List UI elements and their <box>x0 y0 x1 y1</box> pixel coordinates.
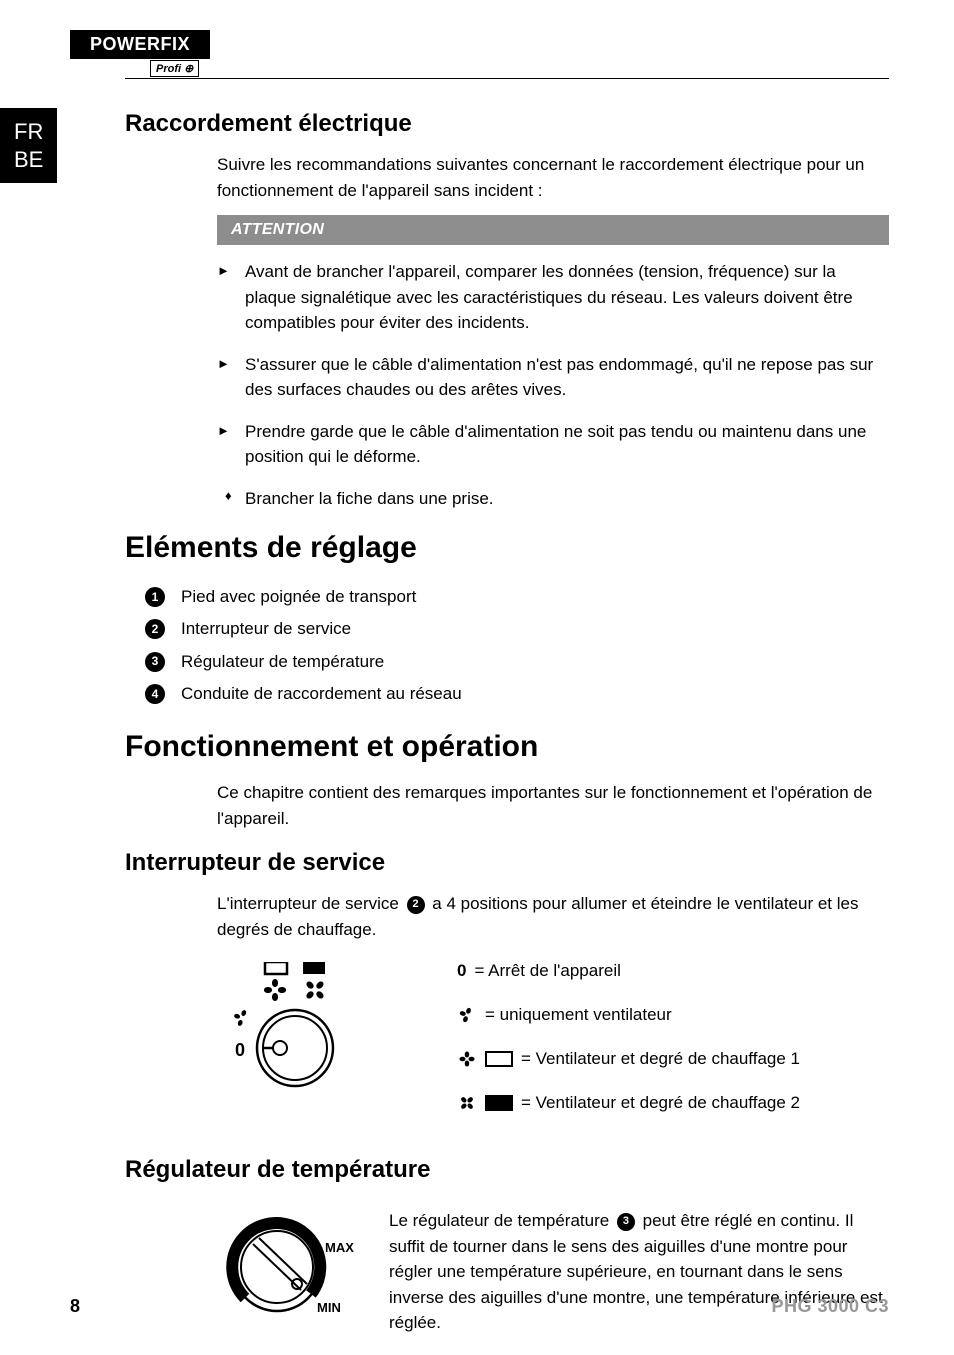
switch-dial: 0 <box>217 962 357 1097</box>
page-footer: 8 PHG 3000 C3 <box>70 1296 889 1317</box>
legend-row-heat1: = Ventilateur et degré de chauffage 1 <box>457 1042 800 1076</box>
action-brancher: Brancher la fiche dans une prise. <box>217 486 889 512</box>
element-1-label: Pied avec poignée de transport <box>181 581 416 613</box>
switch-legend: 0 = Arrêt de l'appareil = uniquement ven… <box>457 954 800 1130</box>
model-code: PHG 3000 C3 <box>771 1296 889 1317</box>
page-number: 8 <box>70 1296 80 1317</box>
brand-logo-main: POWERFIX <box>70 30 210 59</box>
badge-4: 4 <box>145 684 165 704</box>
element-3: 3 Régulateur de température <box>145 646 889 678</box>
action-list: Brancher la fiche dans une prise. <box>217 486 889 512</box>
attention-bullet-3: Prendre garde que le câble d'alimentatio… <box>217 419 889 470</box>
legend-heat2-text: = Ventilateur et degré de chauffage 2 <box>521 1086 800 1120</box>
legend-fan-text: = uniquement ventilateur <box>485 998 672 1032</box>
switch-diagram-section: 0 0 = Arrêt de l'appareil = uniquement v… <box>217 954 889 1130</box>
badge-1: 1 <box>145 587 165 607</box>
elements-list: 1 Pied avec poignée de transport 2 Interru… <box>145 581 889 710</box>
page-content: Raccordement électrique Suivre les recom… <box>125 110 889 1348</box>
brand-logo-sub: Profi ⊕ <box>150 60 199 77</box>
heading-regulateur: Régulateur de température <box>125 1156 889 1184</box>
fan-x-icon <box>457 1094 477 1112</box>
svg-text:0: 0 <box>235 1040 245 1060</box>
fan-small-icon <box>457 1006 477 1024</box>
legend-row-0: 0 = Arrêt de l'appareil <box>457 954 800 988</box>
heading-fonctionnement: Fonctionnement et opération <box>125 730 889 764</box>
switch-dial-svg: 0 <box>217 962 357 1092</box>
attention-bullets: Avant de brancher l'appareil, comparer l… <box>217 259 889 470</box>
element-2: 2 Interrupteur de service <box>145 613 889 645</box>
raccordement-intro: Suivre les recommandations suivantes con… <box>217 152 889 203</box>
badge-inline-2: 2 <box>407 896 425 914</box>
badge-2: 2 <box>145 619 165 639</box>
element-4: 4 Conduite de raccordement au réseau <box>145 678 889 710</box>
attention-bullet-2: S'assurer que le câble d'alimentation n'… <box>217 352 889 403</box>
box-outline-icon <box>485 1051 513 1067</box>
header-rule <box>125 78 889 79</box>
fan-plus-icon <box>457 1050 477 1068</box>
lang-be: BE <box>14 146 43 174</box>
box-solid-icon <box>485 1095 513 1111</box>
fonctionnement-intro: Ce chapitre contient des remarques impor… <box>217 780 889 831</box>
legend-row-fan: = uniquement ventilateur <box>457 998 800 1032</box>
heading-interrupteur: Interrupteur de service <box>125 849 889 877</box>
interrupteur-intro: L'interrupteur de service 2 a 4 position… <box>217 891 889 942</box>
language-tab: FR BE <box>0 108 57 183</box>
element-3-label: Régulateur de température <box>181 646 384 678</box>
heading-elements: Eléments de réglage <box>125 531 889 565</box>
heading-raccordement: Raccordement électrique <box>125 110 889 138</box>
interrupteur-intro-a: L'interrupteur de service <box>217 894 404 913</box>
attention-bar: ATTENTION <box>217 215 889 245</box>
badge-3: 3 <box>145 652 165 672</box>
label-max: MAX <box>325 1240 354 1255</box>
legend-0-label: 0 <box>457 954 466 988</box>
element-2-label: Interrupteur de service <box>181 613 351 645</box>
legend-0-text: = Arrêt de l'appareil <box>474 954 620 988</box>
attention-bullet-1: Avant de brancher l'appareil, comparer l… <box>217 259 889 336</box>
regulator-section: MAX MIN Le régulateur de température 3 p… <box>217 1202 889 1348</box>
regulator-text-a: Le régulateur de température <box>389 1211 614 1230</box>
legend-row-heat2: = Ventilateur et degré de chauffage 2 <box>457 1086 800 1120</box>
element-1: 1 Pied avec poignée de transport <box>145 581 889 613</box>
badge-inline-3: 3 <box>617 1213 635 1231</box>
brand-logo: POWERFIX Profi ⊕ <box>70 30 220 77</box>
lang-fr: FR <box>14 118 43 146</box>
element-4-label: Conduite de raccordement au réseau <box>181 678 462 710</box>
legend-heat1-text: = Ventilateur et degré de chauffage 1 <box>521 1042 800 1076</box>
